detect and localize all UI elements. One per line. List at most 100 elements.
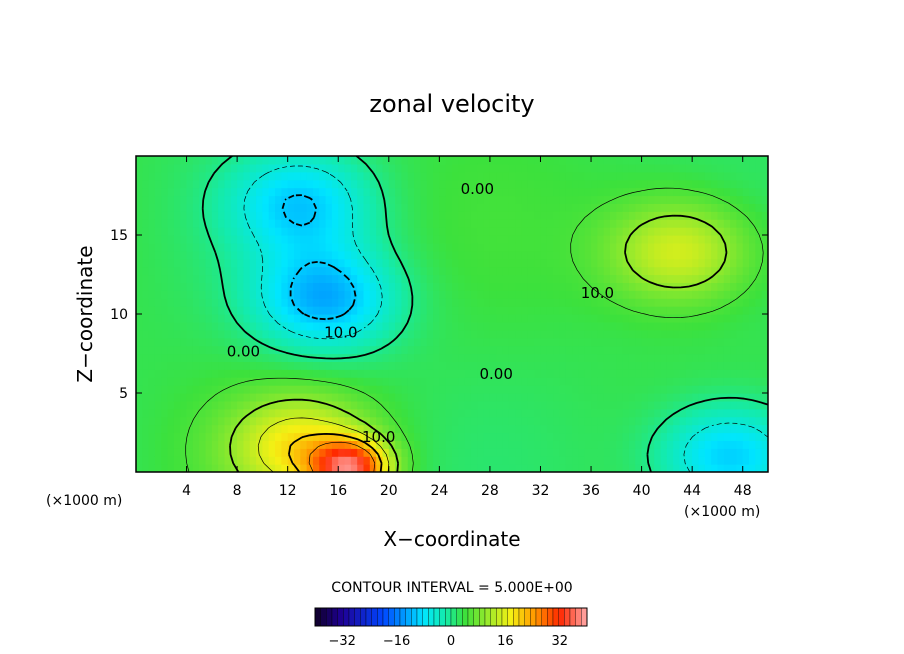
field-cell	[192, 219, 200, 228]
field-cell	[382, 393, 390, 402]
field-cell	[407, 274, 415, 283]
field-cell	[319, 211, 327, 220]
field-cell	[730, 266, 737, 276]
field-cell	[553, 203, 561, 212]
field-cell	[540, 203, 548, 212]
field-cell	[281, 203, 289, 212]
field-cell	[369, 195, 377, 204]
field-cell	[275, 432, 282, 441]
field-cell	[275, 282, 282, 291]
field-cell	[439, 314, 447, 323]
field-cell	[470, 171, 478, 181]
field-cell	[344, 385, 352, 394]
field-cell	[256, 195, 263, 204]
field-cell	[761, 385, 768, 394]
field-cell	[136, 195, 143, 204]
field-cell	[192, 250, 200, 260]
field-cell	[433, 274, 440, 283]
field-cell	[534, 361, 542, 370]
field-cell	[730, 171, 737, 181]
field-cell	[647, 464, 655, 472]
field-cell	[597, 282, 605, 291]
field-cell	[382, 235, 390, 244]
field-cell	[369, 432, 377, 441]
field-cell	[692, 203, 700, 212]
field-cell	[660, 400, 668, 410]
field-cell	[268, 290, 276, 299]
field-cell	[521, 361, 529, 370]
field-cell	[306, 242, 314, 252]
field-cell	[382, 329, 390, 339]
field-cell	[610, 242, 617, 252]
field-cell	[414, 266, 421, 276]
field-cell	[711, 266, 719, 276]
field-cell	[433, 258, 440, 268]
field-cell	[395, 456, 403, 465]
field-cell	[211, 290, 219, 299]
field-cell	[243, 408, 251, 418]
field-cell	[711, 321, 719, 331]
field-cell	[445, 464, 453, 472]
field-cell	[711, 274, 719, 283]
field-cell	[237, 329, 245, 339]
field-cell	[534, 456, 542, 465]
field-cell	[534, 400, 542, 410]
field-cell	[458, 377, 466, 386]
field-cell	[736, 203, 744, 212]
field-cell	[186, 361, 194, 370]
field-cell	[591, 219, 598, 228]
field-cell	[685, 408, 693, 418]
field-cell	[698, 345, 706, 355]
field-cell	[426, 282, 434, 291]
field-cell	[470, 377, 478, 386]
field-cell	[256, 242, 263, 252]
field-cell	[635, 448, 643, 457]
field-cell	[496, 195, 504, 204]
field-cell	[268, 306, 276, 315]
field-cell	[736, 211, 744, 220]
field-cell	[186, 393, 194, 402]
field-cell	[603, 432, 611, 441]
field-cell	[357, 400, 365, 410]
field-cell	[275, 203, 282, 212]
field-cell	[470, 329, 478, 339]
field-cell	[350, 179, 358, 189]
field-cell	[249, 337, 257, 347]
field-cell	[325, 203, 333, 212]
field-cell	[382, 400, 390, 410]
field-cell	[584, 416, 592, 426]
field-cell	[136, 203, 143, 212]
field-cell	[610, 187, 617, 197]
field-cell	[717, 377, 725, 386]
field-cell	[477, 290, 485, 299]
field-cell	[704, 242, 712, 252]
field-cell	[616, 337, 624, 347]
field-cell	[647, 171, 655, 181]
field-cell	[736, 400, 744, 410]
field-cell	[565, 227, 573, 236]
x-tick-label: 36	[582, 483, 600, 499]
field-cell	[458, 250, 466, 260]
field-cell	[414, 187, 421, 197]
field-cell	[660, 353, 668, 362]
field-cell	[395, 227, 403, 236]
field-cell	[464, 337, 472, 347]
field-cell	[142, 400, 150, 410]
field-cell	[534, 274, 542, 283]
field-cell	[211, 219, 219, 228]
field-cell	[205, 448, 213, 457]
field-cell	[306, 408, 314, 418]
field-cell	[338, 314, 346, 323]
field-cell	[407, 432, 415, 441]
contour-line	[308, 441, 376, 472]
field-cell	[136, 171, 143, 181]
field-cell	[546, 298, 554, 307]
field-cell	[395, 179, 403, 189]
field-cell	[578, 464, 586, 472]
field-cell	[319, 179, 327, 189]
field-cell	[502, 314, 510, 323]
field-cell	[154, 203, 162, 212]
field-cell	[622, 321, 630, 331]
field-cell	[755, 227, 763, 236]
field-cell	[294, 369, 301, 378]
